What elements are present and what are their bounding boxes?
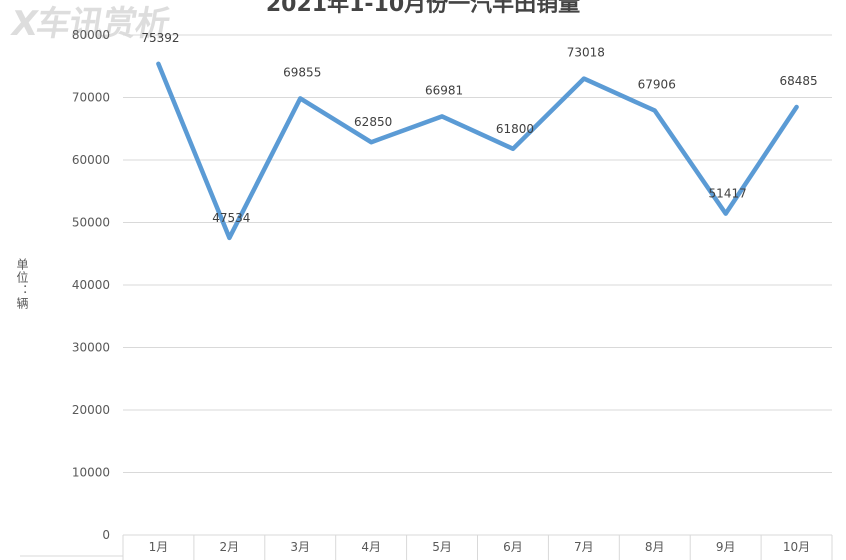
y-tick-label: 10000: [72, 466, 110, 480]
chart-title: 2021年1-10月份一汽丰田销量: [265, 0, 581, 17]
x-tick-label: 10月: [783, 540, 810, 554]
x-tick-label: 5月: [432, 540, 452, 554]
data-label: 47534: [212, 211, 250, 225]
x-tick-label: 3月: [290, 540, 310, 554]
y-tick-label: 40000: [72, 278, 110, 292]
y-tick-label: 80000: [72, 28, 110, 42]
y-tick-label: 0: [102, 528, 110, 542]
x-tick-label: 7月: [574, 540, 594, 554]
x-axis: 1月 2月 3月 4月 5月 6月 7月 8月 9月 10月: [20, 534, 833, 560]
x-tick-label: 2月: [220, 540, 240, 554]
y-tick-label: 30000: [72, 341, 110, 355]
data-labels: 75392 47534 69855 62850 66981 61800 73018 67906…: [141, 31, 817, 225]
x-tick-label: 6月: [503, 540, 523, 554]
data-label: 67906: [638, 78, 676, 92]
y-tick-label: 70000: [72, 91, 110, 105]
x-tick-label: 4月: [361, 540, 381, 554]
y-tick-label: 50000: [72, 216, 110, 230]
y-tick-label: 60000: [72, 153, 110, 167]
data-label: 73018: [567, 46, 605, 60]
series-line-group: [156, 61, 799, 241]
data-label: 66981: [425, 83, 463, 97]
grid-lines: [123, 34, 832, 473]
data-label: 68485: [779, 74, 817, 88]
y-axis-label: 单位：辆: [15, 258, 29, 310]
data-label: 62850: [354, 115, 392, 129]
x-tick-label: 8月: [645, 540, 665, 554]
y-tick-labels: 0 10000 20000 30000 40000 50000 60000 70000 8000…: [72, 28, 110, 542]
data-label: 61800: [496, 122, 534, 136]
series-line: [156, 61, 799, 241]
data-label: 51417: [709, 187, 747, 201]
data-label: 75392: [141, 31, 179, 45]
x-tick-label: 9月: [716, 540, 736, 554]
y-tick-label: 20000: [72, 403, 110, 417]
x-tick-label: 1月: [149, 540, 169, 554]
data-label: 69855: [283, 65, 321, 79]
